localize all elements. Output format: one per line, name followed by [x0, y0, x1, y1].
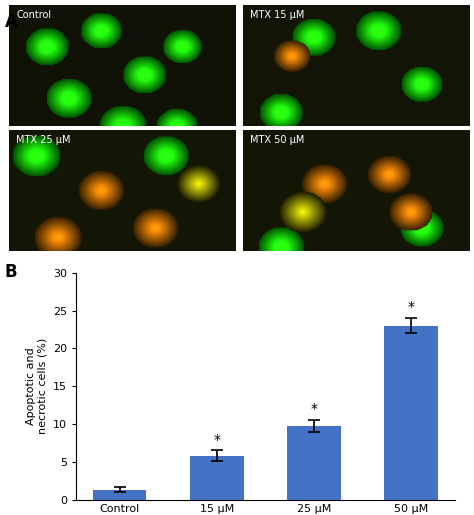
Text: *: * — [310, 402, 318, 417]
Text: MTX 50 μM: MTX 50 μM — [250, 135, 304, 145]
Text: MTX 15 μM: MTX 15 μM — [250, 10, 304, 20]
Y-axis label: Apoptotic and
necrotic cells (%): Apoptotic and necrotic cells (%) — [26, 338, 47, 434]
Text: *: * — [213, 433, 220, 447]
Bar — [287, 426, 341, 500]
Text: MTX 25 μM: MTX 25 μM — [16, 135, 71, 145]
Text: A: A — [5, 13, 18, 31]
Bar — [93, 490, 146, 500]
Bar — [190, 456, 244, 500]
Bar — [384, 326, 438, 500]
Text: B: B — [5, 263, 18, 281]
Text: Control: Control — [16, 10, 51, 20]
Text: *: * — [408, 300, 415, 315]
